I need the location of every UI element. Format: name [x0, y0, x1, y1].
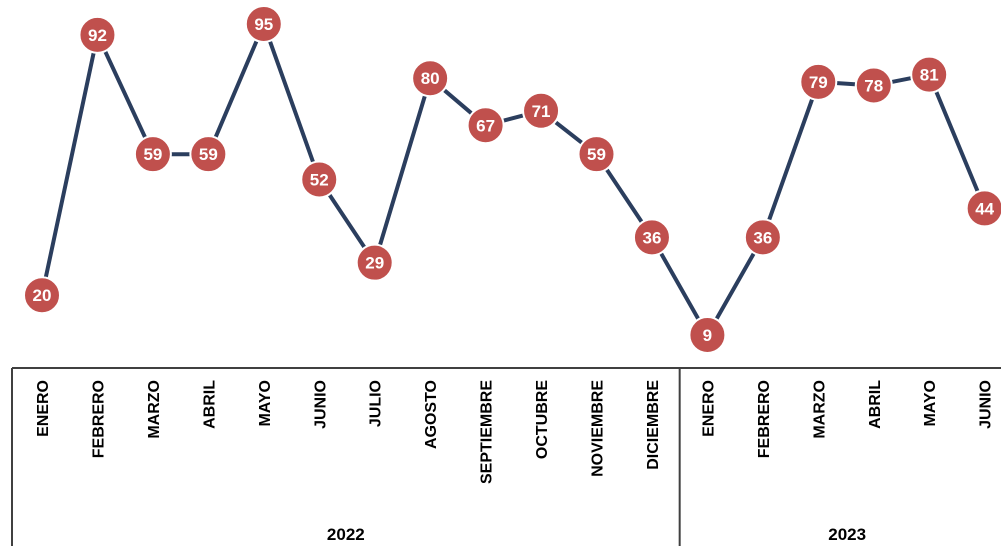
data-point: 59: [577, 135, 616, 174]
data-label: 59: [199, 145, 218, 164]
year-label: 2023: [828, 525, 866, 544]
data-point: 9: [688, 316, 727, 354]
data-point: 52: [300, 160, 339, 199]
data-point: 95: [244, 5, 283, 43]
data-label: 67: [476, 116, 495, 135]
data-label: 20: [33, 286, 52, 305]
data-point: 36: [632, 218, 671, 257]
x-tick-label: SEPTIEMBRE: [479, 380, 496, 484]
series-line: [40, 22, 987, 337]
data-label: 36: [753, 228, 772, 247]
data-label: 44: [975, 199, 994, 218]
data-marker: [688, 316, 727, 354]
x-axis-labels: ENERO FEBRERO MARZO ABRIL MAYO JUNIO JULIO AGOS…: [35, 380, 995, 484]
data-marker: [799, 62, 838, 101]
x-tick-label: FEBRERO: [756, 380, 773, 458]
data-markers: 20 92 59 59 95 52 29 80 67 71 59 36 9 36 79 78 81 44: [23, 5, 1001, 354]
data-point: 44: [965, 189, 1001, 228]
x-tick-label: JULIO: [368, 380, 385, 427]
data-marker: [133, 135, 172, 174]
data-label: 80: [421, 69, 440, 88]
data-marker: [355, 243, 394, 282]
data-marker: [854, 66, 893, 105]
x-tick-label: ENERO: [700, 380, 717, 437]
data-point: 78: [854, 66, 893, 105]
x-tick-label: FEBRERO: [90, 380, 107, 458]
data-marker: [244, 5, 283, 43]
data-point: 81: [910, 55, 949, 94]
data-label: 81: [920, 66, 939, 85]
data-marker: [300, 160, 339, 199]
data-marker: [189, 135, 228, 174]
data-label: 92: [88, 26, 107, 45]
data-marker: [23, 276, 61, 315]
data-label: 9: [703, 326, 712, 345]
x-tick-label: OCTUBRE: [534, 380, 551, 459]
data-marker: [743, 218, 782, 257]
data-point: 36: [743, 218, 782, 257]
data-label: 59: [587, 145, 606, 164]
data-marker: [632, 218, 671, 257]
data-marker: [411, 59, 450, 98]
data-point: 20: [23, 276, 61, 315]
data-marker: [910, 55, 949, 94]
x-tick-label: MAYO: [257, 380, 274, 427]
data-point: 71: [522, 91, 561, 130]
x-tick-label: NOVIEMBRE: [590, 380, 607, 477]
x-tick-label: DICIEMBRE: [645, 380, 662, 470]
x-tick-label: JUNIO: [312, 380, 329, 429]
data-marker: [965, 189, 1001, 228]
x-tick-label: ABRIL: [867, 380, 884, 429]
series-line-group: [40, 22, 987, 337]
year-labels: 2022 2023: [327, 525, 866, 544]
data-label: 36: [642, 228, 661, 247]
data-label: 52: [310, 171, 329, 190]
x-tick-label: ABRIL: [201, 380, 218, 429]
data-label: 79: [809, 73, 828, 92]
data-label: 95: [254, 15, 273, 34]
x-tick-label: MARZO: [811, 380, 828, 439]
data-point: 59: [133, 135, 172, 174]
data-point: 59: [189, 135, 228, 174]
data-point: 80: [411, 59, 450, 98]
data-label: 78: [864, 76, 883, 95]
x-tick-label: JUNIO: [978, 380, 995, 429]
category-table: [11, 367, 1001, 546]
data-label: 71: [532, 102, 551, 121]
x-tick-label: AGOSTO: [423, 380, 440, 449]
year-label: 2022: [327, 525, 365, 544]
data-marker: [577, 135, 616, 174]
x-tick-label: ENERO: [35, 380, 52, 437]
x-tick-label: MAYO: [922, 380, 939, 427]
data-marker: [78, 15, 117, 54]
data-point: 67: [466, 106, 505, 145]
x-tick-label: MARZO: [146, 380, 163, 439]
data-point: 92: [78, 15, 117, 54]
data-point: 29: [355, 243, 394, 282]
data-marker: [466, 106, 505, 145]
data-label: 59: [143, 145, 162, 164]
data-label: 29: [365, 254, 384, 273]
data-point: 79: [799, 62, 838, 101]
data-marker: [522, 91, 561, 130]
